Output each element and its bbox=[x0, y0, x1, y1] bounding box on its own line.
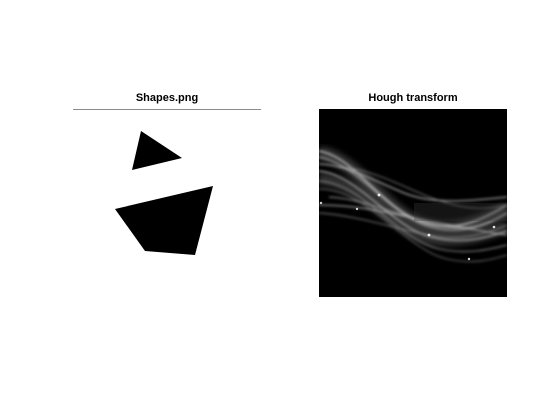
hough-peak bbox=[377, 193, 381, 197]
hough-curves bbox=[319, 150, 507, 263]
axes-top-border bbox=[73, 109, 261, 110]
accumulator-background bbox=[319, 109, 507, 297]
shapes-image-title: Shapes.png bbox=[135, 92, 199, 104]
hough-peak bbox=[319, 201, 323, 205]
hough-peak bbox=[467, 257, 471, 261]
hough-transform-axes: Hough transform bbox=[319, 92, 507, 297]
shapes-image-axes: Shapes.png bbox=[73, 92, 261, 297]
hough-transform-image bbox=[319, 109, 507, 297]
hough-peaks bbox=[319, 193, 496, 261]
hough-peak bbox=[355, 207, 359, 211]
shapes-image bbox=[73, 110, 261, 297]
hough-peak bbox=[427, 233, 431, 237]
triangle-shape bbox=[132, 131, 182, 170]
hough-band-region bbox=[414, 203, 507, 221]
hough-peak bbox=[492, 225, 496, 229]
quadrilateral-shape bbox=[115, 186, 213, 255]
hough-transform-title: Hough transform bbox=[368, 92, 458, 104]
